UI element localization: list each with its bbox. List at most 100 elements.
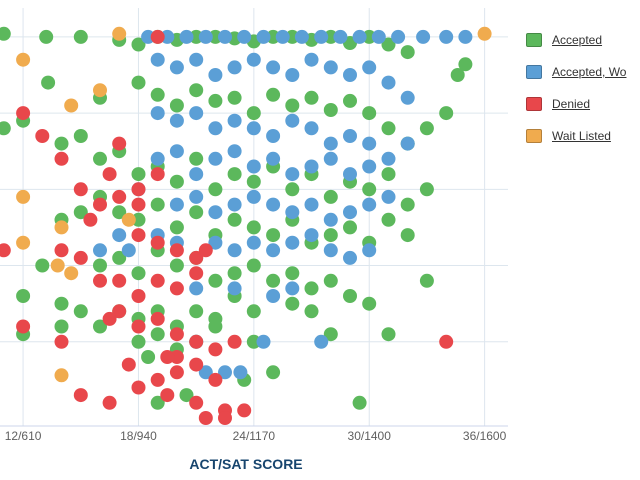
point-denied[interactable] — [93, 197, 107, 212]
point-accepted[interactable] — [35, 258, 50, 273]
point-denied[interactable] — [83, 212, 98, 227]
point-accepted[interactable] — [246, 220, 261, 235]
point-accepted-wo[interactable] — [304, 121, 319, 136]
point-denied[interactable] — [150, 235, 165, 250]
point-accepted[interactable] — [343, 220, 357, 235]
point-denied[interactable] — [112, 304, 127, 319]
point-accepted-wo[interactable] — [362, 243, 377, 258]
point-denied[interactable] — [150, 167, 165, 182]
point-accepted[interactable] — [208, 182, 223, 197]
point-accepted-wo[interactable] — [198, 29, 213, 44]
point-accepted-wo[interactable] — [246, 189, 261, 204]
point-accepted-wo[interactable] — [362, 60, 377, 75]
point-accepted-wo[interactable] — [362, 136, 377, 151]
point-accepted[interactable] — [54, 319, 69, 334]
point-accepted-wo[interactable] — [323, 212, 338, 227]
point-accepted[interactable] — [266, 365, 281, 380]
point-accepted-wo[interactable] — [275, 29, 290, 44]
point-wait-listed[interactable] — [54, 220, 69, 235]
point-accepted[interactable] — [150, 327, 165, 342]
point-accepted-wo[interactable] — [458, 29, 473, 44]
point-denied[interactable] — [189, 395, 204, 410]
point-accepted-wo[interactable] — [285, 235, 300, 250]
legend-item-accepted-wo[interactable]: Accepted, Wo — [526, 62, 640, 82]
point-accepted[interactable] — [285, 98, 300, 113]
point-accepted[interactable] — [93, 258, 107, 273]
point-accepted[interactable] — [381, 167, 396, 182]
point-denied[interactable] — [131, 319, 146, 334]
point-accepted[interactable] — [343, 289, 357, 303]
point-denied[interactable] — [218, 411, 232, 425]
point-wait-listed[interactable] — [54, 368, 69, 383]
point-accepted-wo[interactable] — [227, 243, 242, 258]
point-accepted-wo[interactable] — [362, 159, 377, 174]
point-accepted-wo[interactable] — [343, 129, 357, 143]
point-wait-listed[interactable] — [121, 212, 136, 227]
point-accepted[interactable] — [266, 228, 281, 243]
point-wait-listed[interactable] — [64, 98, 79, 113]
point-accepted-wo[interactable] — [323, 243, 338, 258]
point-denied[interactable] — [208, 372, 223, 387]
point-accepted[interactable] — [150, 87, 165, 102]
point-wait-listed[interactable] — [16, 52, 31, 67]
point-accepted-wo[interactable] — [266, 60, 281, 75]
point-accepted-wo[interactable] — [285, 205, 300, 220]
point-denied[interactable] — [54, 334, 69, 349]
point-denied[interactable] — [0, 243, 11, 258]
point-accepted[interactable] — [93, 319, 107, 334]
point-accepted[interactable] — [208, 93, 223, 108]
point-denied[interactable] — [112, 189, 127, 204]
point-accepted[interactable] — [266, 87, 281, 102]
point-accepted[interactable] — [208, 29, 223, 44]
point-accepted[interactable] — [450, 68, 465, 82]
point-accepted[interactable] — [227, 266, 242, 281]
point-accepted[interactable] — [189, 29, 204, 44]
point-accepted[interactable] — [419, 182, 434, 197]
point-accepted-wo[interactable] — [227, 60, 242, 75]
point-accepted-wo[interactable] — [400, 136, 415, 151]
point-denied[interactable] — [169, 365, 184, 380]
point-accepted-wo[interactable] — [439, 29, 454, 44]
point-denied[interactable] — [73, 250, 88, 265]
point-accepted[interactable] — [304, 90, 319, 105]
point-accepted[interactable] — [131, 212, 146, 227]
point-accepted[interactable] — [0, 26, 11, 41]
point-denied[interactable] — [131, 182, 146, 197]
point-accepted[interactable] — [343, 93, 357, 108]
point-accepted[interactable] — [246, 258, 261, 273]
point-accepted[interactable] — [246, 174, 261, 189]
point-accepted-wo[interactable] — [169, 144, 184, 159]
point-denied[interactable] — [112, 273, 127, 288]
point-accepted[interactable] — [285, 266, 300, 281]
point-denied[interactable] — [93, 273, 107, 288]
point-denied[interactable] — [102, 311, 117, 326]
point-denied[interactable] — [35, 129, 50, 143]
point-denied[interactable] — [150, 29, 165, 44]
point-accepted-wo[interactable] — [246, 52, 261, 67]
point-denied[interactable] — [160, 388, 175, 403]
point-accepted-wo[interactable] — [323, 60, 338, 75]
point-accepted-wo[interactable] — [218, 29, 232, 44]
point-accepted-wo[interactable] — [266, 243, 281, 258]
point-accepted[interactable] — [285, 182, 300, 197]
point-denied[interactable] — [131, 197, 146, 212]
point-denied[interactable] — [189, 250, 204, 265]
point-accepted-wo[interactable] — [189, 106, 204, 121]
point-accepted[interactable] — [352, 395, 367, 410]
point-accepted[interactable] — [131, 334, 146, 349]
point-accepted[interactable] — [189, 304, 204, 319]
point-accepted-wo[interactable] — [416, 29, 431, 44]
point-accepted[interactable] — [400, 197, 415, 212]
point-accepted[interactable] — [381, 212, 396, 227]
point-accepted-wo[interactable] — [343, 250, 357, 265]
point-accepted-wo[interactable] — [343, 167, 357, 182]
point-accepted-wo[interactable] — [266, 197, 281, 212]
point-accepted-wo[interactable] — [256, 29, 271, 44]
point-wait-listed[interactable] — [93, 83, 107, 98]
point-accepted[interactable] — [208, 319, 223, 334]
point-accepted-wo[interactable] — [314, 334, 329, 349]
point-denied[interactable] — [160, 350, 175, 364]
point-accepted[interactable] — [362, 106, 377, 121]
point-accepted-wo[interactable] — [266, 129, 281, 143]
point-accepted-wo[interactable] — [285, 281, 300, 296]
